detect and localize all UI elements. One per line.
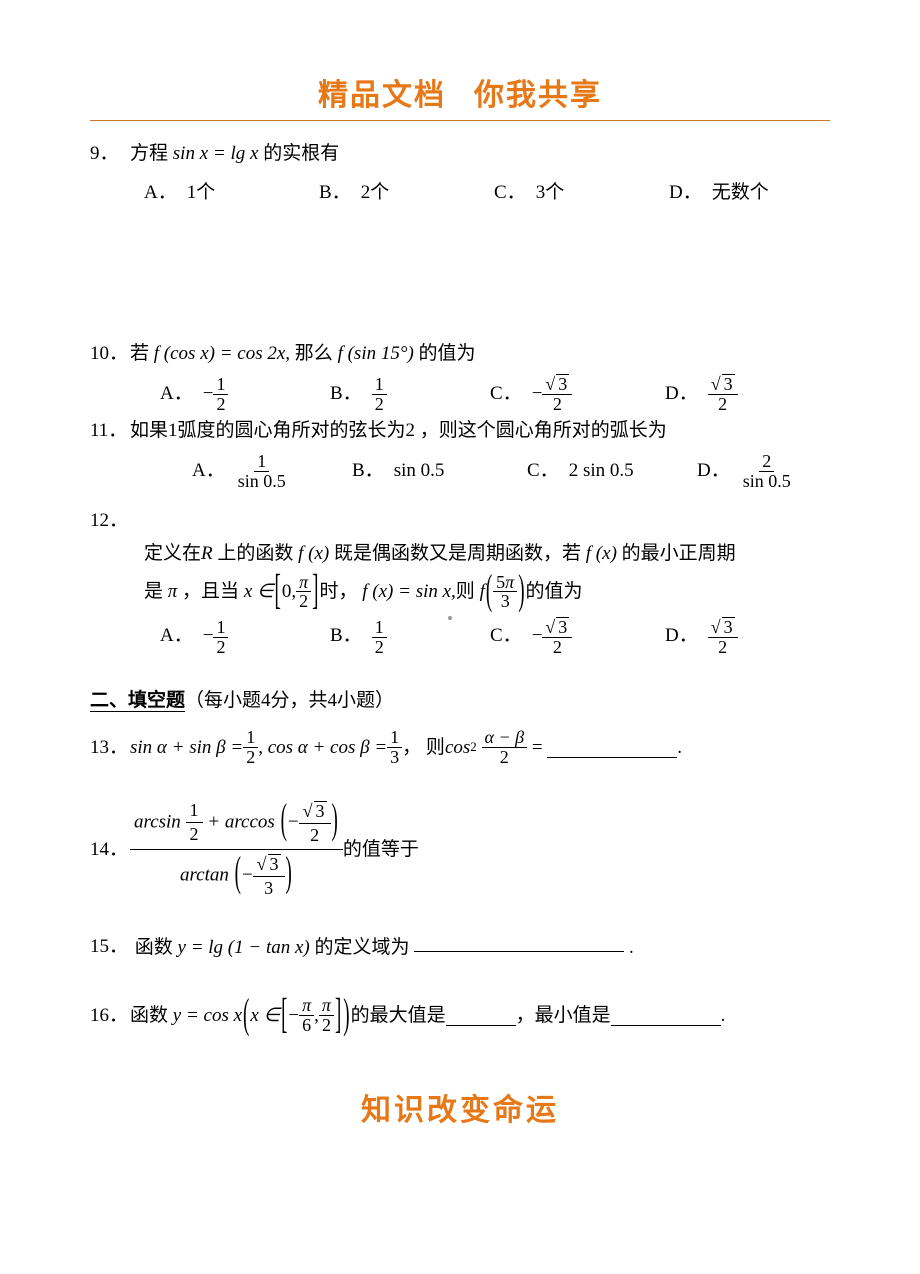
q12-b: 12	[372, 615, 387, 657]
q9-c: 3个	[536, 172, 565, 214]
q9-stem-post: 的实根有	[263, 143, 339, 164]
q10-s3: 那么	[295, 343, 333, 364]
q9-b: 2个	[361, 172, 390, 214]
q10-eq1: f (cos x) = cos 2x,	[154, 343, 290, 364]
q15-num: 15．	[90, 932, 130, 961]
q9: 9．方程 sin x = lg x 的实根有	[90, 139, 830, 168]
header-part1: 精品文档	[318, 79, 446, 112]
q9-a: 1个	[187, 172, 216, 214]
q9-stem-pre: 方程	[130, 143, 168, 164]
header-part2: 你我共享	[474, 79, 602, 112]
q9-d: 无数个	[712, 172, 769, 214]
q10-d: √32	[708, 373, 738, 415]
q9-eq: sin x = lg x	[168, 143, 263, 164]
q13-num: 13．	[90, 733, 130, 762]
section2-heading: 二、填空题（每小题4分，共4小题）	[90, 685, 830, 712]
q10-b-label: B．	[330, 373, 362, 415]
q12-d: √32	[708, 615, 738, 657]
q9-d-label: D．	[669, 172, 702, 214]
q10-eq2: f (sin 15°)	[338, 343, 419, 364]
section2-bold: 二、填空题	[90, 690, 185, 712]
q11-d-label: D．	[697, 450, 730, 492]
q14: 14． arcsin 12 + arccos (−√32) arctan (−√…	[90, 797, 830, 902]
q9-c-label: C．	[494, 172, 526, 214]
q11-b: sin 0.5	[394, 450, 445, 492]
q13: 13． sin α + sin β = 12 , cos α + cos β =…	[90, 728, 830, 767]
q10-a: −12	[203, 373, 229, 415]
q10-c-label: C．	[490, 373, 522, 415]
q12-fx2: f (x)	[586, 543, 622, 564]
q11-stem: 如果1弧度的圆心角所对的弦长为2 ，则这个圆心角所对的弧长为	[130, 420, 667, 441]
q10-c: −√32	[532, 373, 573, 415]
q11: 11．如果1弧度的圆心角所对的弦长为2 ，则这个圆心角所对的弧长为	[90, 416, 830, 445]
q10-d-label: D．	[665, 373, 698, 415]
q10-s1: 若	[130, 343, 149, 364]
q10-s5: 的值为	[419, 343, 476, 364]
q11-c: 2 sin 0.5	[569, 450, 634, 492]
q14-bigfrac: arcsin 12 + arccos (−√32) arctan (−√33)	[130, 797, 343, 902]
q11-a: 1sin 0.5	[235, 450, 289, 492]
q12-c-label: C．	[490, 615, 522, 657]
q9-b-label: B．	[319, 172, 351, 214]
q12-a-label: A．	[160, 615, 193, 657]
q12: 12．	[90, 506, 830, 535]
q14-num: 14．	[90, 835, 130, 864]
q12-line1: 定义在R 上的函数 f (x) 既是偶函数又是周期函数，若 f (x) 的最小正…	[90, 539, 830, 568]
q10-options: A． −12 B． 12 C． −√32 D． √32	[90, 373, 830, 415]
q10: 10．若 f (cos x) = cos 2x, 那么 f (sin 15°) …	[90, 339, 830, 368]
q15-blank	[414, 932, 624, 953]
q11-options: A． 1sin 0.5 B． sin 0.5 C． 2 sin 0.5 D． 2…	[90, 450, 830, 492]
q11-b-label: B．	[352, 450, 384, 492]
q11-num: 11．	[90, 416, 130, 445]
q16: 16． 函数 y = cos x ( x ∈ [ −π6 , π2 ] ) 的最…	[90, 996, 830, 1035]
q16-blank2	[611, 1005, 721, 1026]
q12-a: −12	[203, 615, 229, 657]
q15: 15． 函数 y = lg (1 − tan x) 的定义域为 .	[90, 932, 830, 962]
header-title: 精品文档你我共享	[90, 70, 830, 114]
q12-options: A． −12 B． 12 C． −√32 D． √32	[90, 615, 830, 657]
q12-line2: 是 π ，且当 x ∈ [0, π2] 时， f (x) = sin x, 则 …	[90, 573, 830, 612]
q12-c: −√32	[532, 615, 573, 657]
q11-a-label: A．	[192, 450, 225, 492]
q11-c-label: C．	[527, 450, 559, 492]
q12-num: 12．	[90, 506, 130, 535]
q13-blank	[547, 737, 677, 758]
q16-blank1	[446, 1005, 516, 1026]
center-dot	[448, 616, 452, 620]
q9-num: 9．	[90, 139, 130, 168]
section2-rest: （每小题4分，共4小题）	[185, 690, 394, 711]
q15-eq: y = lg (1 − tan x)	[178, 936, 315, 957]
q11-d: 2sin 0.5	[740, 450, 794, 492]
footer: 知识改变命运	[90, 1085, 830, 1129]
q9-options: A．1个 B．2个 C．3个 D．无数个	[90, 172, 830, 214]
header-rule	[90, 120, 830, 121]
q10-num: 10．	[90, 339, 130, 368]
q12-b-label: B．	[330, 615, 362, 657]
q12-d-label: D．	[665, 615, 698, 657]
page: 精品文档你我共享 9．方程 sin x = lg x 的实根有 A．1个 B．2…	[0, 0, 920, 1169]
q10-b: 12	[372, 373, 387, 415]
q14-tail: 的值等于	[343, 835, 419, 864]
q16-num: 16．	[90, 1001, 130, 1030]
q10-a-label: A．	[160, 373, 193, 415]
q9-a-label: A．	[144, 172, 177, 214]
